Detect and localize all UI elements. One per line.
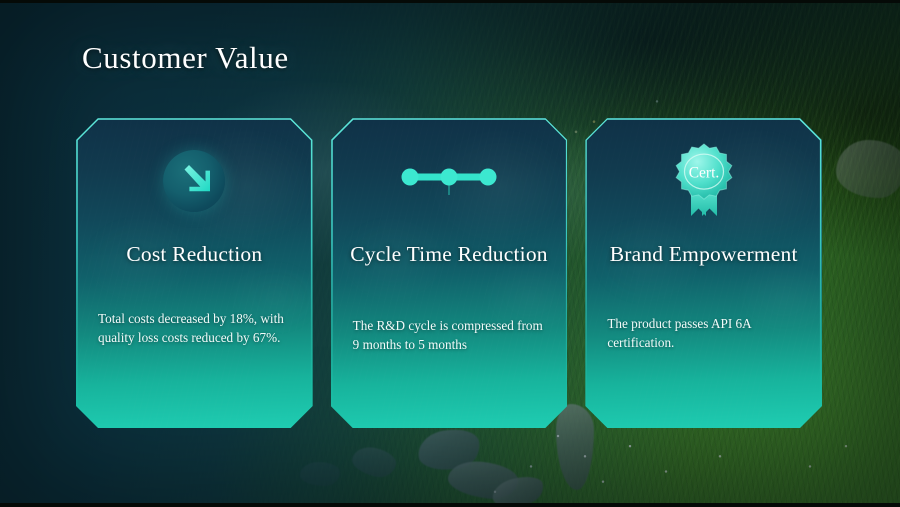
timeline-milestones-icon <box>397 158 501 196</box>
card-icon-container <box>331 158 568 196</box>
certification-badge-icon: Cert. <box>667 142 741 220</box>
card-brand-empowerment[interactable]: Cert. Brand Empowerment The product pass… <box>585 118 822 428</box>
card-cost-reduction[interactable]: Cost Reduction Total costs decreased by … <box>76 118 313 428</box>
card-content: Cycle Time Reduction The R&D cycle is co… <box>331 118 568 428</box>
top-edge-bar <box>0 0 900 3</box>
card-heading: Cycle Time Reduction <box>350 242 548 266</box>
card-body-text: Total costs decreased by 18%, with quali… <box>98 311 284 345</box>
bottom-edge-bar <box>0 503 900 507</box>
certification-badge-label: Cert. <box>688 164 719 181</box>
arrow-down-right-icon <box>163 150 225 212</box>
card-content: Cert. Brand Empowerment The product pass… <box>585 118 822 428</box>
page-title: Customer Value <box>82 40 289 75</box>
card-heading: Cost Reduction <box>126 242 263 266</box>
card-body-text: The R&D cycle is compressed from 9 month… <box>352 318 543 352</box>
card-icon-container: Cert. <box>585 142 822 220</box>
value-cards-row: Cost Reduction Total costs decreased by … <box>76 118 822 428</box>
card-content: Cost Reduction Total costs decreased by … <box>76 118 313 428</box>
card-cycle-time-reduction[interactable]: Cycle Time Reduction The R&D cycle is co… <box>331 118 568 428</box>
card-heading: Brand Empowerment <box>609 242 798 266</box>
card-icon-container <box>76 150 313 212</box>
card-body-text: The product passes API 6A certification. <box>607 316 751 350</box>
